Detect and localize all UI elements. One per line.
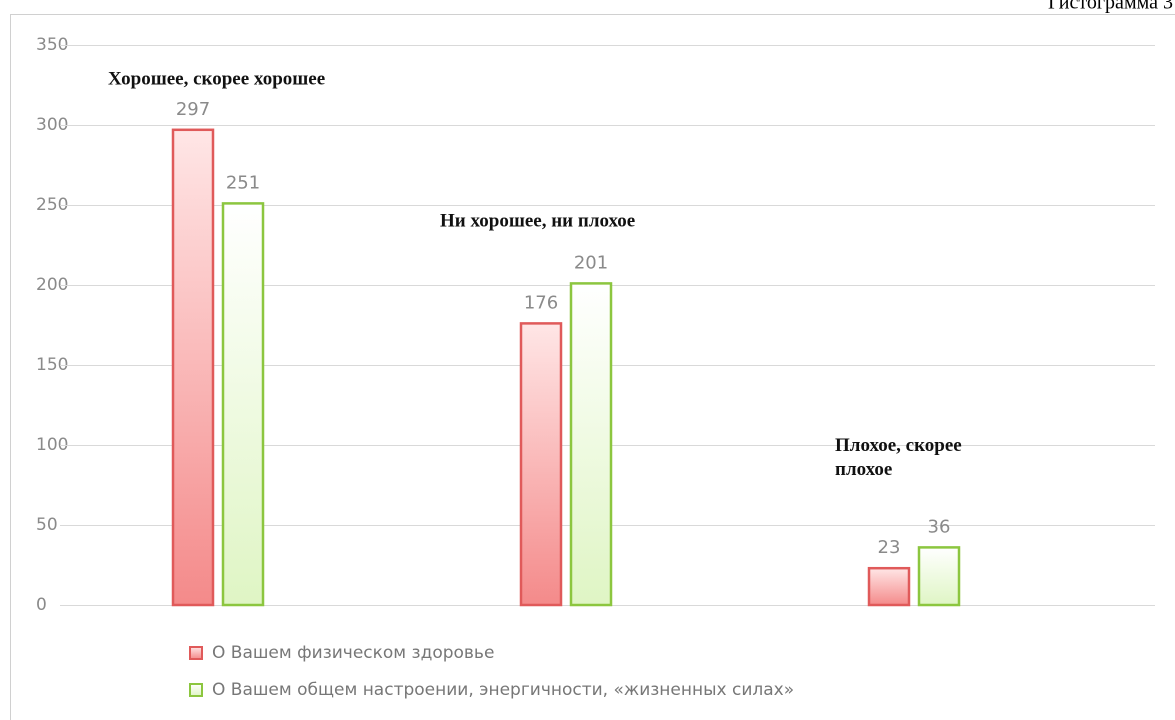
category-label: Хорошее, скорее хорошее bbox=[108, 68, 325, 89]
value-label: 23 bbox=[878, 537, 901, 558]
legend-label: О Вашем общем настроении, энергичности, … bbox=[212, 680, 794, 700]
y-tick-label: 350 bbox=[36, 35, 68, 55]
bar bbox=[519, 322, 563, 607]
value-label: 297 bbox=[176, 99, 210, 120]
y-tick-label: 250 bbox=[36, 195, 68, 215]
category-label: Ни хорошее, ни плохое bbox=[440, 210, 635, 231]
bar bbox=[221, 202, 265, 607]
value-label: 36 bbox=[928, 516, 951, 537]
y-tick-label: 50 bbox=[36, 515, 58, 535]
bar bbox=[569, 282, 613, 607]
value-label: 251 bbox=[226, 172, 260, 193]
value-label: 201 bbox=[574, 252, 608, 273]
y-tick-label: 300 bbox=[36, 115, 68, 135]
caption: Гистограмма 3 bbox=[1048, 0, 1173, 14]
y-tick-label: 200 bbox=[36, 275, 68, 295]
chart-frame bbox=[10, 14, 1175, 720]
y-tick-label: 0 bbox=[36, 595, 47, 615]
y-tick-label: 100 bbox=[36, 435, 68, 455]
bar bbox=[867, 566, 911, 607]
legend-swatch bbox=[189, 683, 203, 697]
legend-label: О Вашем физическом здоровье bbox=[212, 643, 494, 663]
bar bbox=[171, 128, 215, 607]
value-label: 176 bbox=[524, 292, 558, 313]
y-tick-label: 150 bbox=[36, 355, 68, 375]
category-label: Плохое, скорее плохое bbox=[835, 435, 962, 480]
bar bbox=[917, 546, 961, 607]
legend-swatch bbox=[189, 646, 203, 660]
